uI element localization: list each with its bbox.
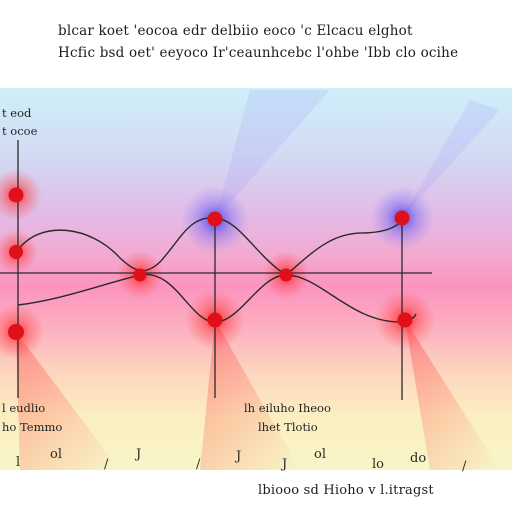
node-peak-mid: [207, 211, 223, 227]
node-trough-right: [397, 312, 413, 328]
tick-glyph: ol: [50, 447, 62, 462]
node-left-bottom: [8, 324, 24, 340]
tick-glyph: J: [234, 449, 241, 464]
node-glows: [0, 169, 435, 360]
tick-glyph: do: [410, 451, 426, 466]
node-crossing-1: [133, 268, 147, 282]
node-crossing-2: [279, 268, 293, 282]
tick-glyph: lo: [372, 457, 384, 472]
caption-line-2: Hcfic bsd oet' eeyoco Ir'ceaunhcebc l'oh…: [58, 45, 459, 61]
label-bottom-left-1: l eudlio: [2, 401, 46, 415]
tick-glyph: /: [462, 459, 467, 474]
label-bottom-mid-1: lh eiluho Iheoo: [244, 401, 331, 415]
label-top-left-1: t eod: [2, 106, 32, 120]
tick-glyph: /: [196, 457, 201, 472]
tick-glyph: J: [134, 447, 141, 462]
tick-glyph: J: [280, 457, 287, 472]
tick-glyph-row: l ol / J / J J ol lo do /: [16, 447, 467, 474]
axes: [0, 140, 432, 400]
label-bottom-mid-2: lhet Tlotio: [258, 420, 318, 434]
label-top-left-2: t ocoe: [2, 124, 38, 138]
node-trough-mid: [207, 312, 223, 328]
node-left-mid: [9, 245, 23, 259]
nodes: [8, 187, 413, 340]
light-beams: [16, 90, 500, 470]
caption-line-1: blcar koet 'eocoa edr delbiio eoco 'c El…: [58, 23, 413, 39]
tick-glyph: l: [16, 455, 20, 470]
label-bottom-left-2: ho Temmo: [2, 420, 63, 434]
node-peak-right: [394, 210, 410, 226]
tick-glyph: /: [104, 457, 109, 472]
footer-caption: lbiooo sd Hioho v l.itragst: [258, 483, 434, 498]
node-left-top: [8, 187, 24, 203]
diagram-caption: blcar koet 'eocoa edr delbiio eoco 'c El…: [58, 20, 458, 64]
tick-glyph: ol: [314, 447, 326, 462]
